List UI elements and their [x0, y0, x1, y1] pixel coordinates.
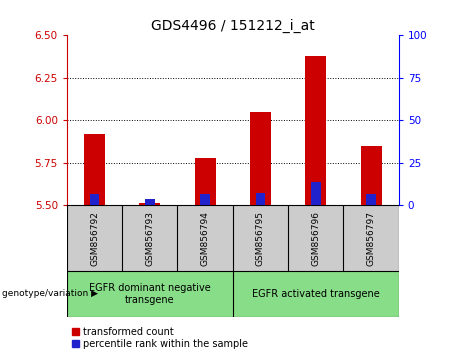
Bar: [201, 194, 210, 205]
Text: GSM856795: GSM856795: [256, 211, 265, 266]
Bar: [145, 199, 154, 205]
Bar: [366, 194, 376, 205]
Text: GSM856796: GSM856796: [311, 211, 320, 266]
Text: GSM856794: GSM856794: [201, 211, 210, 266]
Text: EGFR dominant negative
transgene: EGFR dominant negative transgene: [89, 283, 211, 305]
Text: EGFR activated transgene: EGFR activated transgene: [252, 289, 380, 299]
Text: GSM856792: GSM856792: [90, 211, 99, 266]
Bar: [90, 194, 99, 205]
Bar: [84, 134, 105, 205]
Bar: [256, 193, 265, 205]
Text: GSM856797: GSM856797: [366, 211, 376, 266]
Bar: [305, 56, 326, 205]
Bar: [250, 112, 271, 205]
Bar: [311, 182, 320, 205]
Text: genotype/variation ▶: genotype/variation ▶: [2, 289, 98, 298]
Bar: [139, 203, 160, 205]
Bar: [195, 158, 216, 205]
Text: GSM856793: GSM856793: [145, 211, 154, 266]
Bar: [361, 146, 382, 205]
Title: GDS4496 / 151212_i_at: GDS4496 / 151212_i_at: [151, 19, 315, 33]
Legend: transformed count, percentile rank within the sample: transformed count, percentile rank withi…: [72, 327, 248, 349]
